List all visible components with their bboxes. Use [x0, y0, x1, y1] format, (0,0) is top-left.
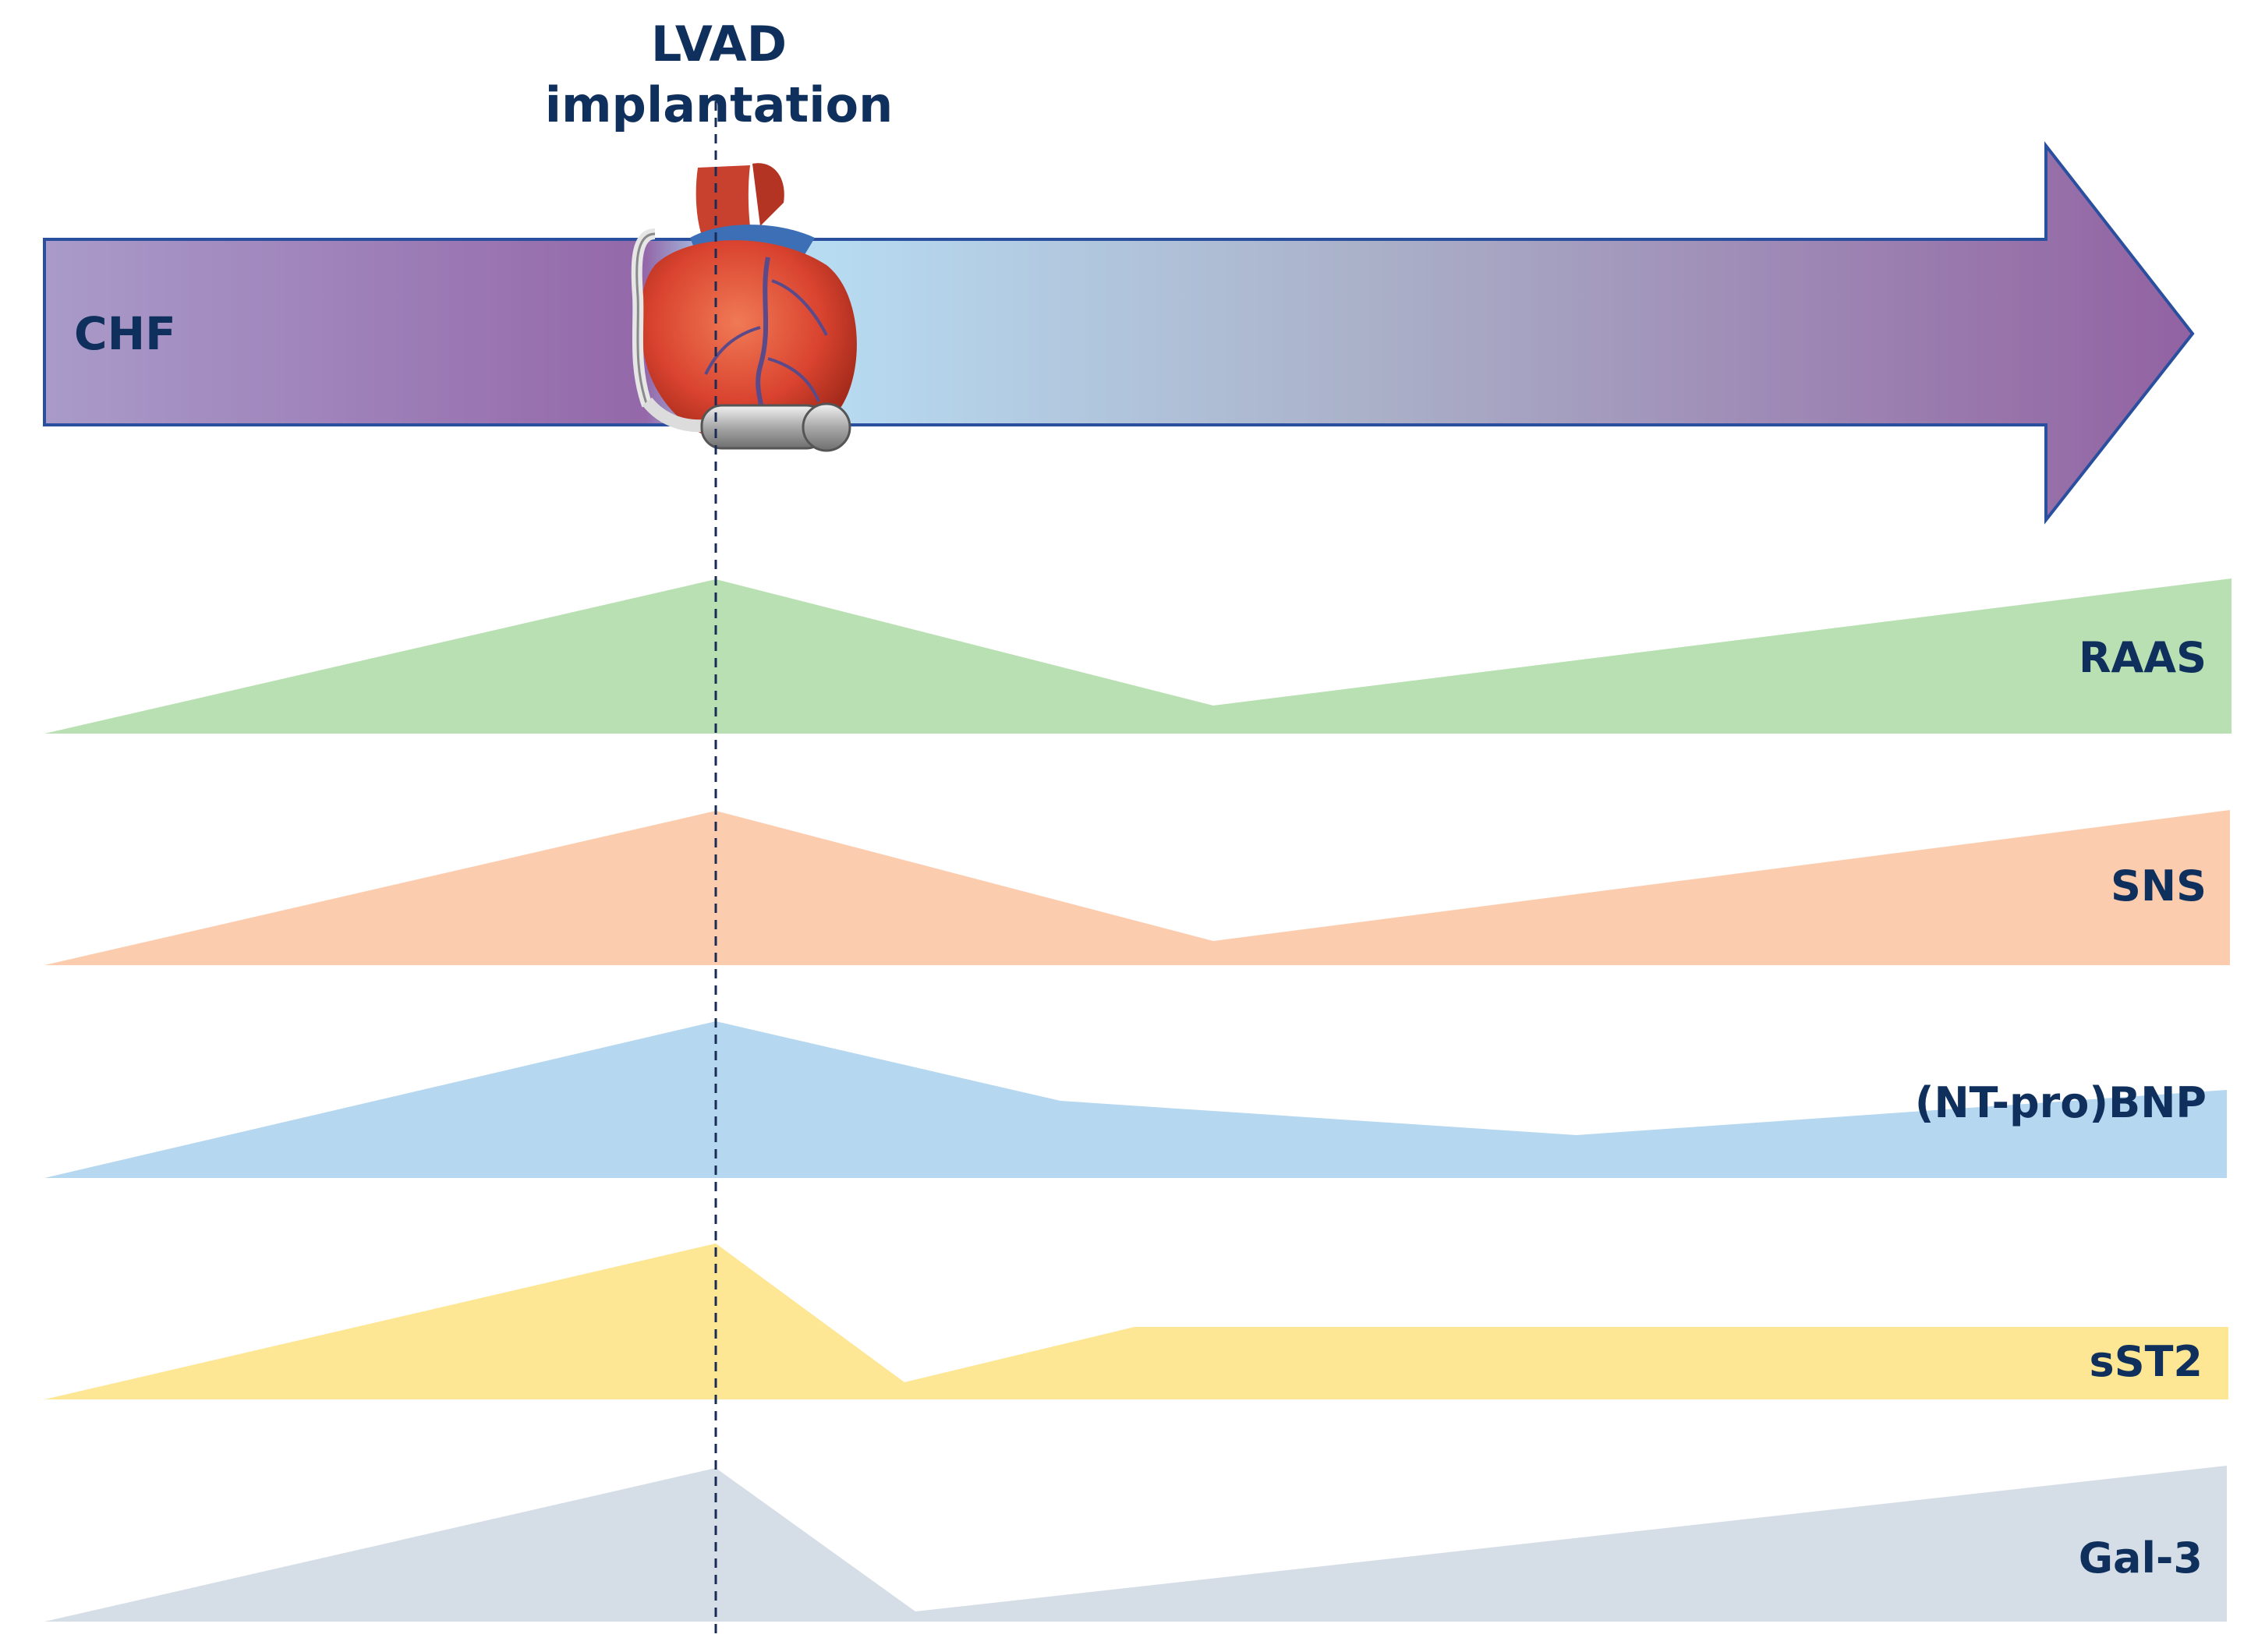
gal3-area — [44, 1466, 2227, 1622]
timeline-label: CHF — [74, 307, 176, 360]
lvad-heart-icon — [631, 163, 857, 452]
timeline-arrow — [43, 141, 2195, 525]
gal3-label: Gal-3 — [2079, 1533, 2203, 1583]
raas-area — [44, 578, 2232, 734]
title-line-1: LVAD — [651, 16, 787, 73]
sns-area — [44, 810, 2230, 965]
sns-label: SNS — [2111, 861, 2207, 911]
title-line-2: implantation — [545, 76, 894, 133]
ntprobnp-label: (NT-pro)BNP — [1915, 1078, 2207, 1127]
sst2-label: sST2 — [2090, 1337, 2203, 1386]
sst2-area — [44, 1243, 2228, 1399]
raas-label: RAAS — [2079, 633, 2207, 682]
ntprobnp-area — [44, 1021, 2227, 1178]
